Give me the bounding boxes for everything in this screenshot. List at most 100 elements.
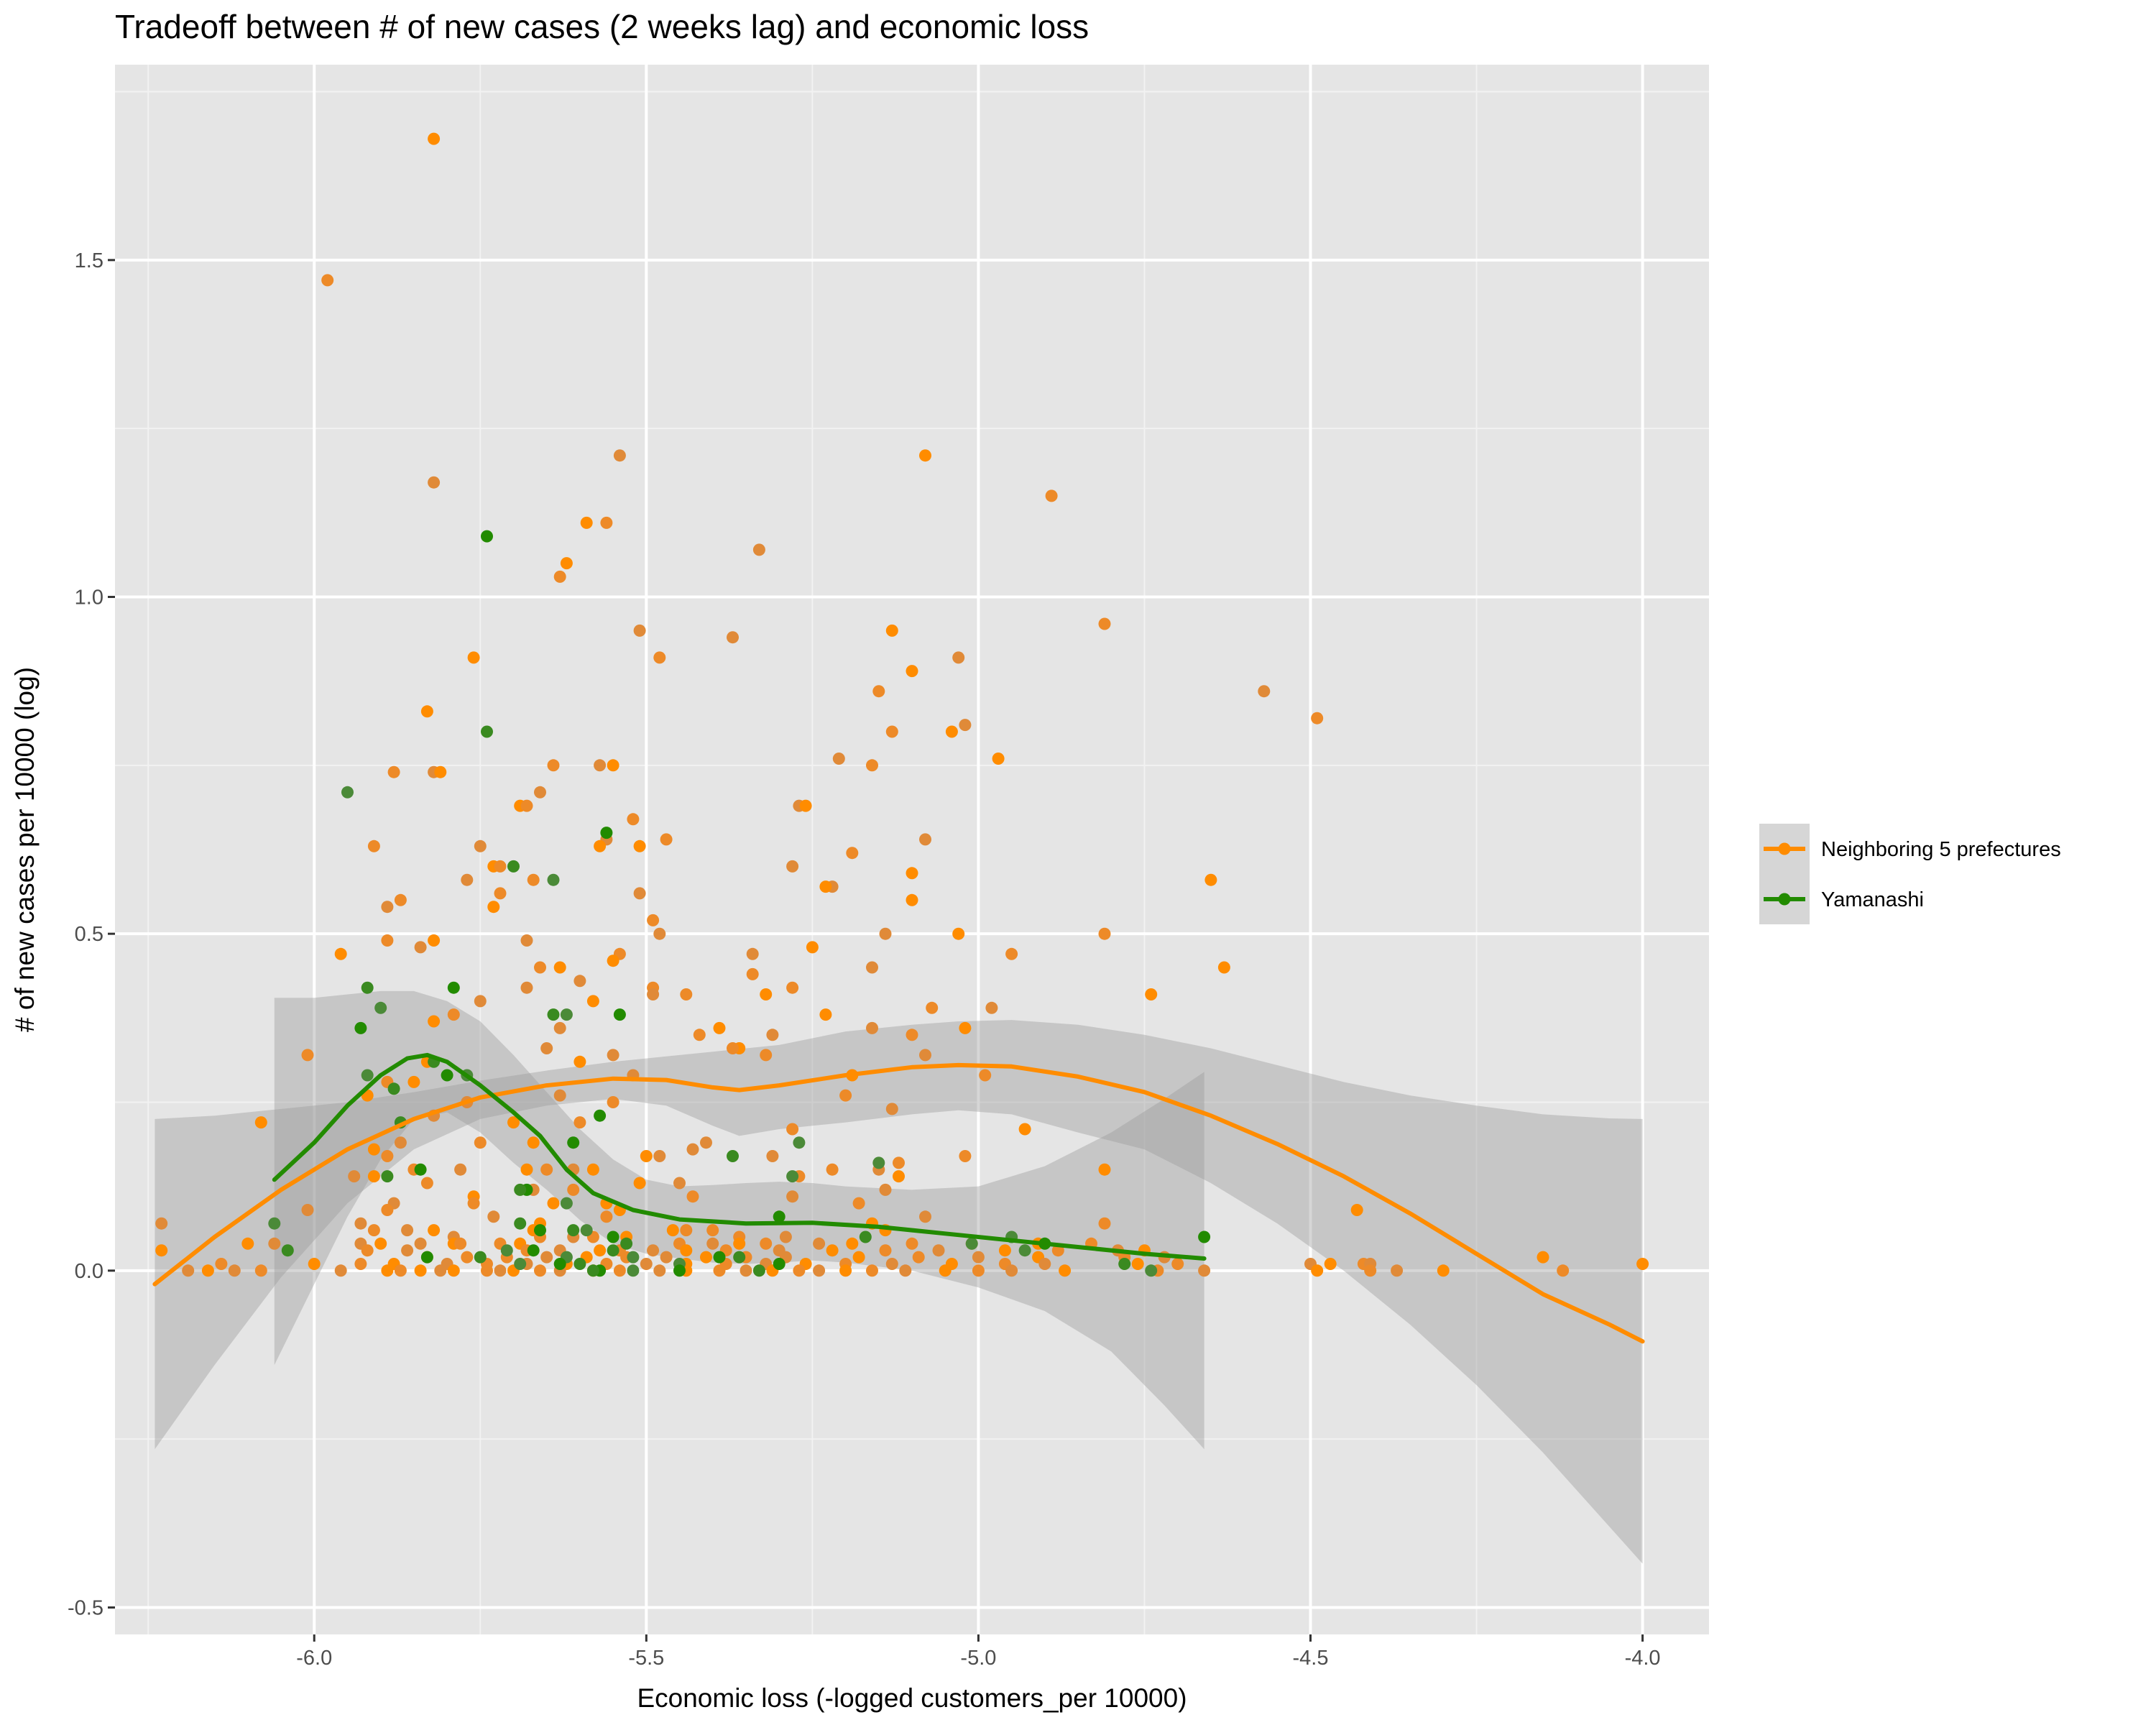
- data-point-yamanashi: [441, 1069, 453, 1082]
- data-point-yamanashi: [1118, 1258, 1131, 1270]
- data-point-neighboring: [381, 1264, 394, 1277]
- data-point-neighboring: [979, 1069, 992, 1082]
- data-point-neighboring: [740, 1264, 752, 1277]
- data-point-neighboring: [540, 1042, 553, 1054]
- data-point-yamanashi: [354, 1021, 367, 1034]
- data-point-neighboring: [1038, 1258, 1051, 1270]
- data-point-neighboring: [627, 813, 640, 826]
- data-point-yamanashi: [786, 1170, 799, 1183]
- x-tick-label: -4.0: [1625, 1647, 1661, 1670]
- data-point-neighboring: [428, 1224, 441, 1237]
- data-point-neighboring: [760, 988, 773, 1000]
- data-point-yamanashi: [752, 1264, 765, 1277]
- data-point-neighboring: [693, 1029, 706, 1041]
- data-point-yamanashi: [859, 1230, 872, 1243]
- data-point-neighboring: [520, 799, 533, 812]
- data-point-neighboring: [334, 947, 347, 960]
- data-point-neighboring: [866, 1264, 878, 1277]
- data-point-neighboring: [600, 516, 613, 529]
- data-point-neighboring: [553, 570, 566, 583]
- major-gridlines: [115, 65, 1709, 1634]
- data-point-yamanashi: [872, 1156, 885, 1169]
- data-point-yamanashi: [594, 1109, 607, 1122]
- smooth-line-neighboring: [152, 1062, 1645, 1344]
- x-tick-label: -4.5: [1293, 1647, 1329, 1670]
- data-point-yamanashi: [341, 786, 354, 799]
- data-point-neighboring: [428, 934, 441, 947]
- chart-title: Tradeoff between # of new cases (2 weeks…: [115, 8, 1089, 45]
- data-point-yamanashi: [1198, 1230, 1211, 1243]
- data-point-neighboring: [653, 1150, 666, 1162]
- data-point-neighboring: [653, 927, 666, 940]
- data-point-neighboring: [879, 1183, 892, 1196]
- data-point-yamanashi: [514, 1183, 527, 1196]
- data-point-yamanashi: [387, 1082, 400, 1095]
- data-point-neighboring: [607, 1049, 619, 1062]
- data-point-neighboring: [633, 624, 646, 637]
- data-point-yamanashi: [414, 1163, 427, 1176]
- data-point-neighboring: [1005, 1264, 1018, 1277]
- data-point-neighboring: [879, 1244, 892, 1257]
- data-point-yamanashi: [773, 1210, 786, 1223]
- data-point-yamanashi: [607, 1230, 619, 1243]
- y-tick-label: 0.0: [75, 1260, 103, 1283]
- data-point-neighboring: [573, 1116, 586, 1129]
- data-point-neighboring: [182, 1264, 195, 1277]
- y-tick-label: 1.5: [75, 249, 103, 272]
- data-point-neighboring: [1131, 1258, 1144, 1270]
- data-point-neighboring: [1437, 1264, 1450, 1277]
- data-point-neighboring: [640, 1150, 653, 1162]
- data-point-neighboring: [407, 1075, 420, 1088]
- data-point-neighboring: [487, 901, 500, 914]
- data-point-neighboring: [846, 847, 859, 860]
- data-point-neighboring: [852, 1251, 865, 1264]
- data-point-yamanashi: [481, 725, 493, 738]
- data-point-yamanashi: [567, 1224, 580, 1237]
- data-point-neighboring: [573, 1055, 586, 1068]
- data-point-yamanashi: [474, 1251, 487, 1264]
- confidence-ribbon-neighboring: [155, 1020, 1643, 1564]
- data-point-neighboring: [507, 1116, 520, 1129]
- data-point-neighboring: [420, 1177, 433, 1190]
- legend-key-yamanashi: [1759, 874, 1810, 924]
- data-point-neighboring: [786, 981, 799, 994]
- data-point-neighboring: [494, 887, 507, 900]
- data-point-neighboring: [893, 1156, 905, 1169]
- data-point-neighboring: [1217, 961, 1230, 974]
- x-tick-label: -6.0: [296, 1647, 332, 1670]
- data-point-yamanashi: [553, 1258, 566, 1270]
- data-point-neighboring: [334, 1264, 347, 1277]
- data-point-neighboring: [580, 516, 593, 529]
- data-point-neighboring: [321, 274, 334, 287]
- data-point-neighboring: [906, 867, 918, 880]
- data-point-neighboring: [906, 893, 918, 906]
- data-point-neighboring: [586, 995, 599, 1008]
- data-point-neighboring: [813, 1264, 826, 1277]
- x-axis-title: Economic loss (-logged customers_per 100…: [637, 1683, 1187, 1713]
- data-point-yamanashi: [560, 1008, 573, 1021]
- data-point-neighboring: [972, 1251, 985, 1264]
- data-point-neighboring: [381, 1150, 394, 1162]
- data-point-neighboring: [414, 941, 427, 954]
- data-point-neighboring: [1204, 873, 1217, 886]
- smooth-line-yamanashi: [272, 1052, 1207, 1261]
- data-point-yamanashi: [607, 1244, 619, 1257]
- data-point-neighboring: [474, 840, 487, 852]
- data-point-neighboring: [401, 1224, 414, 1237]
- data-point-neighboring: [361, 1244, 374, 1257]
- data-point-neighboring: [899, 1264, 912, 1277]
- data-point-neighboring: [1098, 1217, 1111, 1230]
- y-tick-label: -0.5: [68, 1597, 103, 1620]
- data-point-neighboring: [959, 1021, 972, 1034]
- data-point-neighboring: [1171, 1258, 1184, 1270]
- data-point-yamanashi: [1145, 1264, 1158, 1277]
- data-point-neighboring: [308, 1258, 321, 1270]
- data-point-yamanashi: [1018, 1244, 1031, 1257]
- data-point-yamanashi: [586, 1264, 599, 1277]
- data-point-neighboring: [454, 1237, 467, 1250]
- data-point-neighboring: [919, 833, 931, 846]
- data-point-neighboring: [534, 961, 546, 974]
- data-point-neighboring: [586, 1163, 599, 1176]
- data-point-yamanashi: [507, 860, 520, 873]
